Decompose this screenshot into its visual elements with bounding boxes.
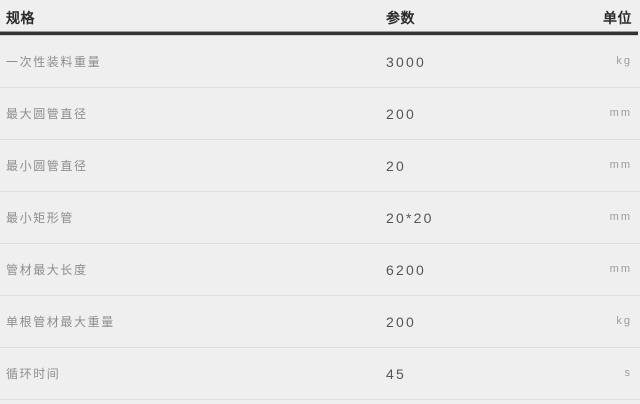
table-body: 一次性装料重量 3000 kg 最大圆管直径 200 mm 最小圆管直径 20 … xyxy=(0,36,640,404)
table-row: 管材最大长度 6200 mm xyxy=(0,244,640,296)
cell-specification: 最小圆管直径 xyxy=(6,158,88,173)
cell-unit: s xyxy=(624,367,632,379)
cell-parameter: 45 xyxy=(386,365,406,382)
table-row: 一次性装料重量 3000 kg xyxy=(0,36,640,88)
cell-specification: 循环时间 xyxy=(6,366,61,381)
column-header-parameter: 参数 xyxy=(386,10,415,26)
cell-parameter: 20*20 xyxy=(386,209,434,226)
cell-parameter: 200 xyxy=(386,313,416,330)
table-row: 循环时间 45 s xyxy=(0,348,640,400)
table-header-row: 规格 参数 单位 xyxy=(0,0,640,36)
cell-parameter: 20 xyxy=(386,157,406,174)
table-row: 最小矩形管 20*20 mm xyxy=(0,192,640,244)
table-row: 最小圆管直径 20 mm xyxy=(0,140,640,192)
cell-specification: 管材最大长度 xyxy=(6,262,88,277)
cell-unit: mm xyxy=(609,159,632,171)
cell-unit: mm xyxy=(609,211,632,223)
cell-unit: mm xyxy=(609,107,632,119)
cell-specification: 最小矩形管 xyxy=(6,210,75,225)
table-row: 最大圆管直径 200 mm xyxy=(0,88,640,140)
cell-specification: 最大圆管直径 xyxy=(6,106,88,121)
column-header-unit: 单位 xyxy=(603,10,632,26)
cell-unit: kg xyxy=(616,315,632,327)
column-header-specification: 规格 xyxy=(6,10,35,26)
cell-specification: 单根管材最大重量 xyxy=(6,314,115,329)
cell-specification: 一次性装料重量 xyxy=(6,54,102,69)
table-row: 单根管材最大重量 200 kg xyxy=(0,296,640,348)
cell-parameter: 3000 xyxy=(386,53,426,70)
cell-parameter: 6200 xyxy=(386,261,426,278)
cell-parameter: 200 xyxy=(386,105,416,122)
cell-unit: kg xyxy=(616,55,632,67)
cell-unit: mm xyxy=(609,263,632,275)
